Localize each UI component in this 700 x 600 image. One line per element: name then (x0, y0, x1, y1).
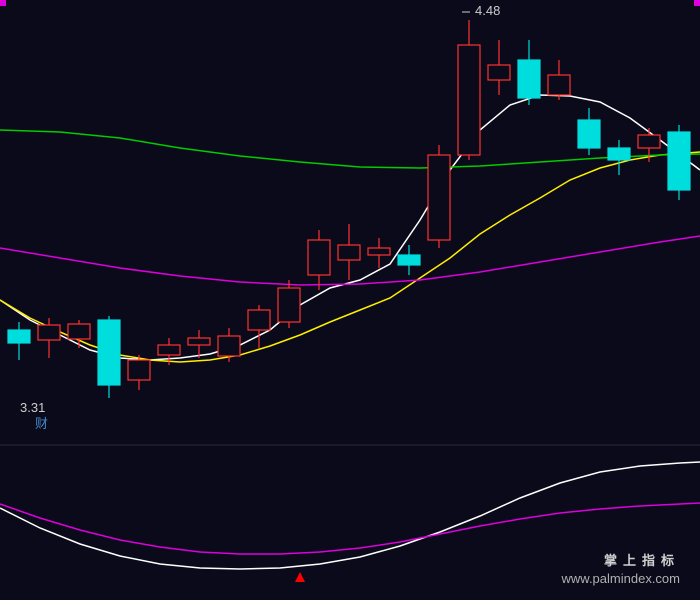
stock-chart: 4.48 3.31财 (0, 0, 700, 600)
chart-canvas: 4.48 3.31财 (0, 0, 700, 600)
svg-text:3.31: 3.31 (20, 400, 45, 415)
svg-text:4.48: 4.48 (475, 3, 500, 18)
svg-text:财: 财 (35, 416, 48, 431)
